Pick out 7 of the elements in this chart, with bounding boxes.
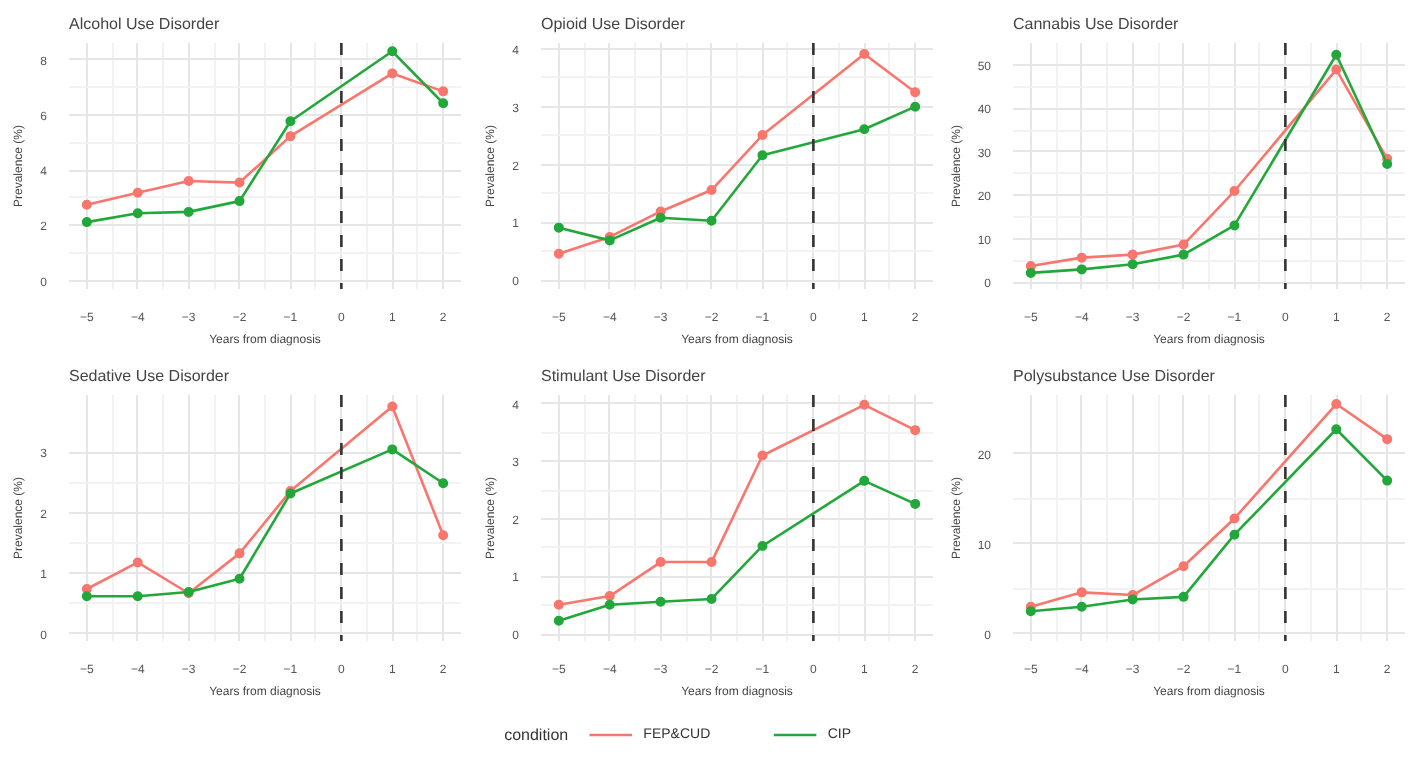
chart-title: Alcohol Use Disorder bbox=[69, 15, 220, 33]
chart-title: Opioid Use Disorder bbox=[541, 15, 686, 33]
chart-title: Sedative Use Disorder bbox=[69, 367, 230, 385]
chart-title: Cannabis Use Disorder bbox=[1013, 15, 1180, 33]
legend-title: condition bbox=[504, 726, 569, 744]
chart-title: Polysubstance Use Disorder bbox=[1013, 367, 1216, 385]
chart-title: Stimulant Use Disorder bbox=[541, 367, 707, 385]
